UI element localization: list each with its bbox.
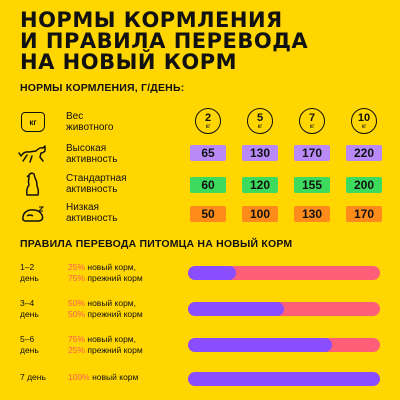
page-title: НОРМЫ КОРМЛЕНИЯ И ПРАВИЛА ПЕРЕВОДА НА НО… — [20, 10, 380, 73]
weight-2kg: 2 кг — [195, 108, 221, 134]
value-cell: 130 — [294, 206, 330, 222]
weight-7kg: 7 кг — [299, 108, 325, 134]
value-cell: 65 — [190, 145, 226, 161]
mix-bar — [188, 266, 380, 280]
value-cell: 100 — [242, 206, 278, 222]
new-feed-fill — [188, 266, 236, 280]
weight-5kg: 5 кг — [247, 108, 273, 134]
kg-weight-icon: кг — [18, 110, 48, 134]
transition-description: 100% новый корм — [68, 372, 139, 382]
weight-label: Вес животного — [66, 111, 114, 133]
transition-heading: ПРАВИЛА ПЕРЕВОДА ПИТОМЦА НА НОВЫЙ КОРМ — [20, 238, 293, 250]
high-activity-row: Высокая активность 65 130 170 220 — [18, 142, 382, 166]
value-cell: 170 — [294, 145, 330, 161]
transition-day: 7 день — [20, 372, 46, 382]
transition-row: 7 день 100% новый корм — [20, 372, 380, 398]
value-cell: 130 — [242, 145, 278, 161]
transition-row: 5–6 день 75% новый корм, 25% прежний кор… — [20, 334, 380, 360]
transition-day: 1–2 день — [20, 262, 39, 283]
title-line-3: НА НОВЫЙ КОРМ — [20, 50, 238, 74]
value-cell: 200 — [346, 177, 382, 193]
standard-activity-label: Стандартная активность — [66, 173, 127, 195]
running-dog-icon — [18, 142, 48, 166]
mix-bar — [188, 338, 380, 352]
value-cell: 60 — [190, 177, 226, 193]
sitting-dog-icon — [18, 172, 48, 196]
standard-activity-row: Стандартная активность 60 120 155 200 — [18, 170, 382, 198]
mix-bar — [188, 302, 380, 316]
transition-description: 75% новый корм, 25% прежний корм — [68, 334, 143, 355]
sleeping-dog-icon — [18, 202, 48, 226]
transition-day: 5–6 день — [20, 334, 39, 355]
new-feed-fill — [188, 372, 380, 386]
transition-description: 25% новый корм, 75% прежний корм — [68, 262, 143, 283]
low-activity-row: Низкая активность 50 100 130 170 — [18, 202, 382, 228]
new-feed-fill — [188, 302, 284, 316]
value-cell: 170 — [346, 206, 382, 222]
transition-description: 50% новый корм, 50% прежний корм — [68, 298, 143, 319]
weight-row: кг Вес животного 2 кг 5 кг 7 кг 10 кг — [18, 108, 382, 138]
title-line-1: НОРМЫ КОРМЛЕНИЯ — [20, 8, 283, 32]
transition-row: 3–4 день 50% новый корм, 50% прежний кор… — [20, 298, 380, 324]
mix-bar — [188, 372, 380, 386]
transition-day: 3–4 день — [20, 298, 39, 319]
norms-heading: НОРМЫ КОРМЛЕНИЯ, Г/ДЕНЬ: — [20, 82, 185, 94]
value-cell: 220 — [346, 145, 382, 161]
value-cell: 120 — [242, 177, 278, 193]
new-feed-fill — [188, 338, 332, 352]
value-cell: 155 — [294, 177, 330, 193]
weight-10kg: 10 кг — [351, 108, 377, 134]
low-activity-label: Низкая активность — [66, 202, 118, 224]
high-activity-label: Высокая активность — [66, 143, 118, 165]
transition-row: 1–2 день 25% новый корм, 75% прежний кор… — [20, 262, 380, 288]
title-line-2: И ПРАВИЛА ПЕРЕВОДА — [20, 29, 309, 53]
value-cell: 50 — [190, 206, 226, 222]
